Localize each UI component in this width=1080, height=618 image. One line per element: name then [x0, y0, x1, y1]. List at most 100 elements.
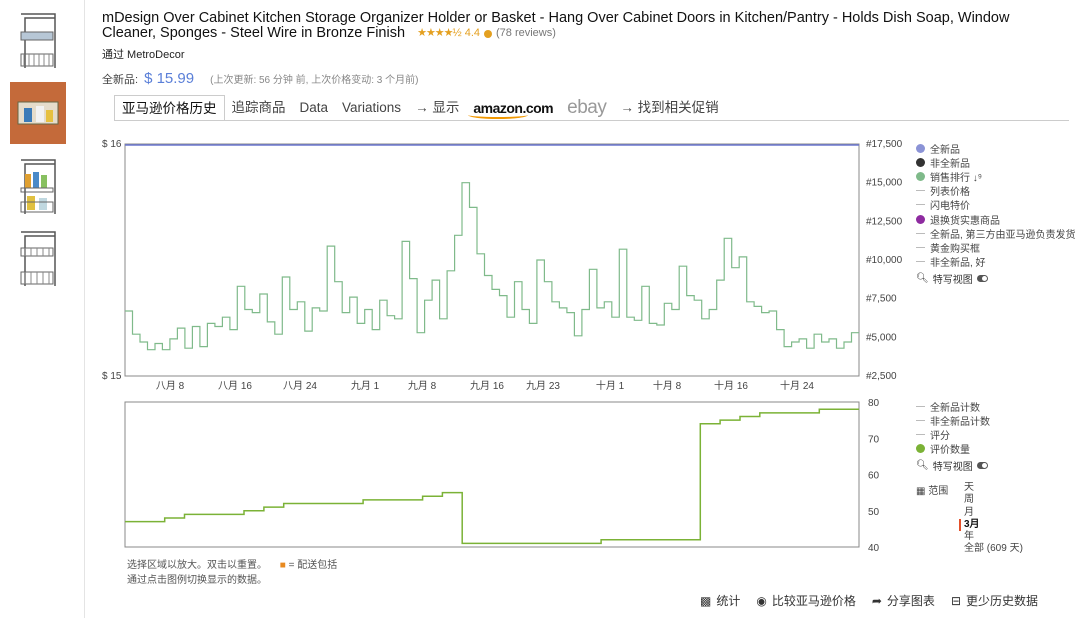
rank-tick: #17,500 — [866, 139, 903, 150]
legend-item[interactable]: 评价数量 — [916, 442, 990, 456]
date-tick: 十月 24 — [780, 379, 814, 392]
range-option[interactable]: 周 — [964, 494, 974, 506]
legend-item[interactable]: 闪电特价 — [916, 198, 1076, 212]
range-option[interactable]: 3月 — [959, 518, 1023, 532]
legend-label: 列表价格 — [930, 187, 970, 199]
rank-line — [125, 182, 859, 351]
legend-marker — [916, 419, 925, 421]
bottom-actions: ▩ 统计 ◉ 比较亚马逊价格 ➦ 分享图表 ⊟ 更少历史数据 — [700, 592, 1038, 609]
review-count-line — [125, 408, 859, 545]
date-axis: 八月 8 八月 16 八月 24 九月 1 九月 8 九月 16 九月 23 十月 1 十月 8… — [156, 379, 815, 392]
info-icon — [484, 29, 492, 38]
legend-label: 非全新品计数 — [930, 416, 990, 428]
legend-marker — [916, 190, 925, 192]
stats-button[interactable]: ▩ 统计 — [700, 592, 740, 609]
legend-label: 评价数量 — [930, 445, 970, 457]
divider — [84, 0, 85, 618]
legend-label: 全新品, 第三方由亚马逊负责发货 — [930, 229, 1076, 241]
globe-icon: ◉ — [756, 593, 767, 608]
less-label: 更少历史数据 — [966, 594, 1039, 608]
search-icon: 🔍︎ — [916, 460, 929, 472]
legend-item[interactable]: 全新品 — [916, 141, 1076, 156]
tab-data[interactable]: Data — [299, 100, 329, 115]
legend-item[interactable]: 非全新品, 好 — [916, 255, 1076, 269]
hint-zoom: 选择区域以放大。双击以重置。 — [127, 560, 267, 571]
legend-marker — [916, 246, 925, 248]
price-rank-chart: $ 16 $ 15 #17,500 #15,000 #12,500 #10,000 #7… — [102, 139, 903, 392]
legend-item[interactable]: 退换货实惠商品 — [916, 212, 1076, 227]
tab-bar: 亚马逊价格历史 追踪商品 Data Variations → 显示 amazon… — [114, 95, 726, 121]
hint-line-2: 通过点击图例切换显示的数据。 — [127, 575, 267, 586]
stats-label: 统计 — [716, 594, 741, 608]
rank-tick: #7,500 — [866, 294, 897, 305]
price-axis-bottom: $ 15 — [102, 371, 122, 382]
legend-label: 闪电特价 — [930, 201, 970, 213]
legend-item[interactable]: 非全新品计数 — [916, 413, 990, 428]
minus-box-icon: ⊟ — [950, 593, 961, 608]
tab-tracking[interactable]: 追踪商品 — [231, 100, 286, 115]
thumbnail-2[interactable] — [10, 82, 66, 144]
byline[interactable]: 通过 MetroDecor — [102, 49, 185, 61]
compare-button[interactable]: ◉ 比较亚马逊价格 — [756, 592, 856, 609]
legend-item[interactable]: 黄金购买框 — [916, 240, 1076, 255]
range-label: 范围 — [928, 486, 949, 497]
search-icon: 🔍︎ — [916, 273, 929, 285]
rating[interactable]: ★★★★½ 4.4 (78 reviews) — [417, 26, 556, 41]
bar-chart-icon: ▩ — [700, 593, 712, 608]
review-tick: 60 — [868, 471, 880, 482]
truck-icon: ■ — [279, 560, 286, 571]
zoom-label: 特写视图 — [932, 275, 973, 287]
legend-marker — [916, 157, 925, 167]
chart2-frame — [124, 401, 860, 548]
legend-item[interactable]: 非全新品 — [916, 155, 1076, 170]
tab-variations[interactable]: Variations — [342, 100, 402, 115]
zoom-toggle-2[interactable]: 🔍︎ 特写视图 — [916, 459, 990, 473]
legend-label: 销售排行 ↓⁹ — [930, 172, 983, 184]
legend-item[interactable]: 全新品, 第三方由亚马逊负责发货 — [916, 226, 1076, 241]
range-option[interactable]: 月 — [964, 506, 974, 518]
share-button[interactable]: ➦ 分享图表 — [872, 592, 935, 609]
date-tick: 十月 1 — [596, 379, 625, 392]
legend-label: 全新品计数 — [930, 402, 980, 414]
thumbnail-1[interactable] — [10, 10, 66, 72]
zoom-toggle-1[interactable]: 🔍︎ 特写视图 — [916, 272, 1076, 286]
ebay-logo[interactable]: ebay — [567, 97, 607, 118]
legend-item[interactable]: 列表价格 — [916, 184, 1076, 198]
less-history-button[interactable]: ⊟ 更少历史数据 — [951, 592, 1038, 609]
compare-label: 比较亚马逊价格 — [771, 594, 856, 608]
thumbnail-3[interactable] — [10, 156, 66, 218]
range-option[interactable]: 全部 (609 天) — [964, 543, 1023, 555]
legend-label: 退换货实惠商品 — [930, 215, 1000, 227]
share-icon: ➦ — [871, 593, 882, 608]
current-price: $ 15.99 — [144, 70, 195, 87]
rank-axis: #17,500 #15,000 #12,500 #10,000 #7,500 #5,000… — [866, 139, 903, 382]
range-option[interactable]: 年 — [964, 531, 974, 543]
legend-marker — [916, 232, 925, 234]
legend-marker — [916, 405, 925, 407]
date-tick: 八月 8 — [156, 380, 185, 392]
thumbnail-4[interactable] — [10, 228, 66, 290]
show-label: → 显示 — [415, 100, 460, 115]
range-label-row: ▦ 范围 — [916, 482, 948, 497]
amazon-logo[interactable]: amazon.com — [466, 95, 560, 121]
range-option[interactable]: 天 — [964, 482, 974, 493]
image-thumbnails — [0, 0, 80, 618]
legend-marker — [916, 444, 925, 454]
legend-item[interactable]: 销售排行 ↓⁹ — [916, 169, 1076, 184]
rank-tick: #10,000 — [866, 255, 903, 266]
find-deals-link[interactable]: → 找到相关促销 — [620, 100, 719, 115]
hint-line-1: 选择区域以放大。双击以重置。 ■ = 配送包括 — [127, 556, 337, 571]
review-tick: 80 — [868, 398, 880, 409]
toggle-icon[interactable] — [976, 462, 988, 470]
legend-marker — [916, 261, 925, 263]
chart1-frame — [124, 143, 860, 377]
hint-shipping: = 配送包括 — [288, 560, 338, 571]
date-tick: 八月 24 — [283, 380, 317, 392]
toggle-icon[interactable] — [976, 275, 988, 283]
rank-tick: #2,500 — [866, 371, 897, 382]
legend-item[interactable]: 评分 — [916, 427, 990, 442]
legend-label: 全新品 — [930, 144, 960, 156]
legend-item[interactable]: 全新品计数 — [916, 399, 990, 414]
share-label: 分享图表 — [886, 594, 935, 608]
